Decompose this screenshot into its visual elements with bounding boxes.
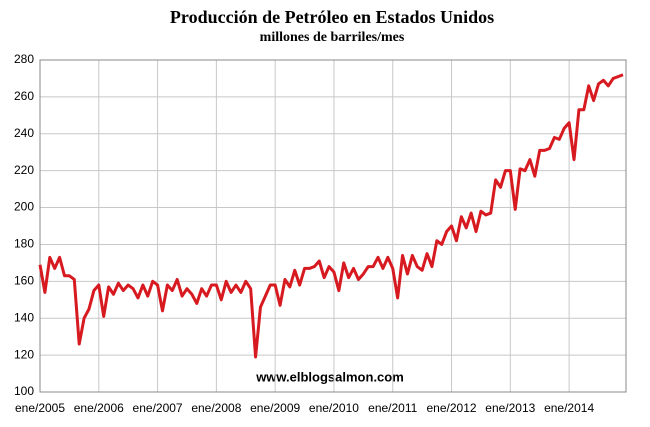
data-line <box>38 73 624 359</box>
y-tick-label: 180 <box>14 237 34 251</box>
x-tick-label: ene/2011 <box>368 401 417 415</box>
x-tick-label: ene/2012 <box>426 401 476 415</box>
x-tick-label: ene/2010 <box>309 401 359 415</box>
plot-frame <box>39 59 627 393</box>
x-tick-label: ene/2013 <box>485 401 535 415</box>
y-tick-label: 120 <box>14 347 34 361</box>
chart-title: Producción de Petróleo en Estados Unidos <box>170 7 494 27</box>
y-tick-label: 160 <box>14 274 34 288</box>
y-tick-label: 280 <box>14 52 34 66</box>
x-tick-label: ene/2007 <box>133 401 183 415</box>
x-tick-label: ene/2009 <box>250 401 300 415</box>
y-tick-label: 200 <box>14 200 34 214</box>
y-tick-label: 260 <box>14 89 34 103</box>
chart-subtitle: millones de barriles/mes <box>260 30 405 45</box>
x-tick-label: ene/2014 <box>544 401 594 415</box>
x-tick-label: ene/2006 <box>74 401 124 415</box>
y-tick-label: 220 <box>14 163 34 177</box>
y-tick-label: 140 <box>14 310 34 324</box>
y-tick-label: 240 <box>14 126 34 140</box>
y-tick-label: 100 <box>14 384 34 398</box>
watermark: www.elblogsalmon.com <box>255 369 404 384</box>
x-tick-label: ene/2005 <box>15 401 65 415</box>
x-tick-label: ene/2008 <box>191 401 241 415</box>
